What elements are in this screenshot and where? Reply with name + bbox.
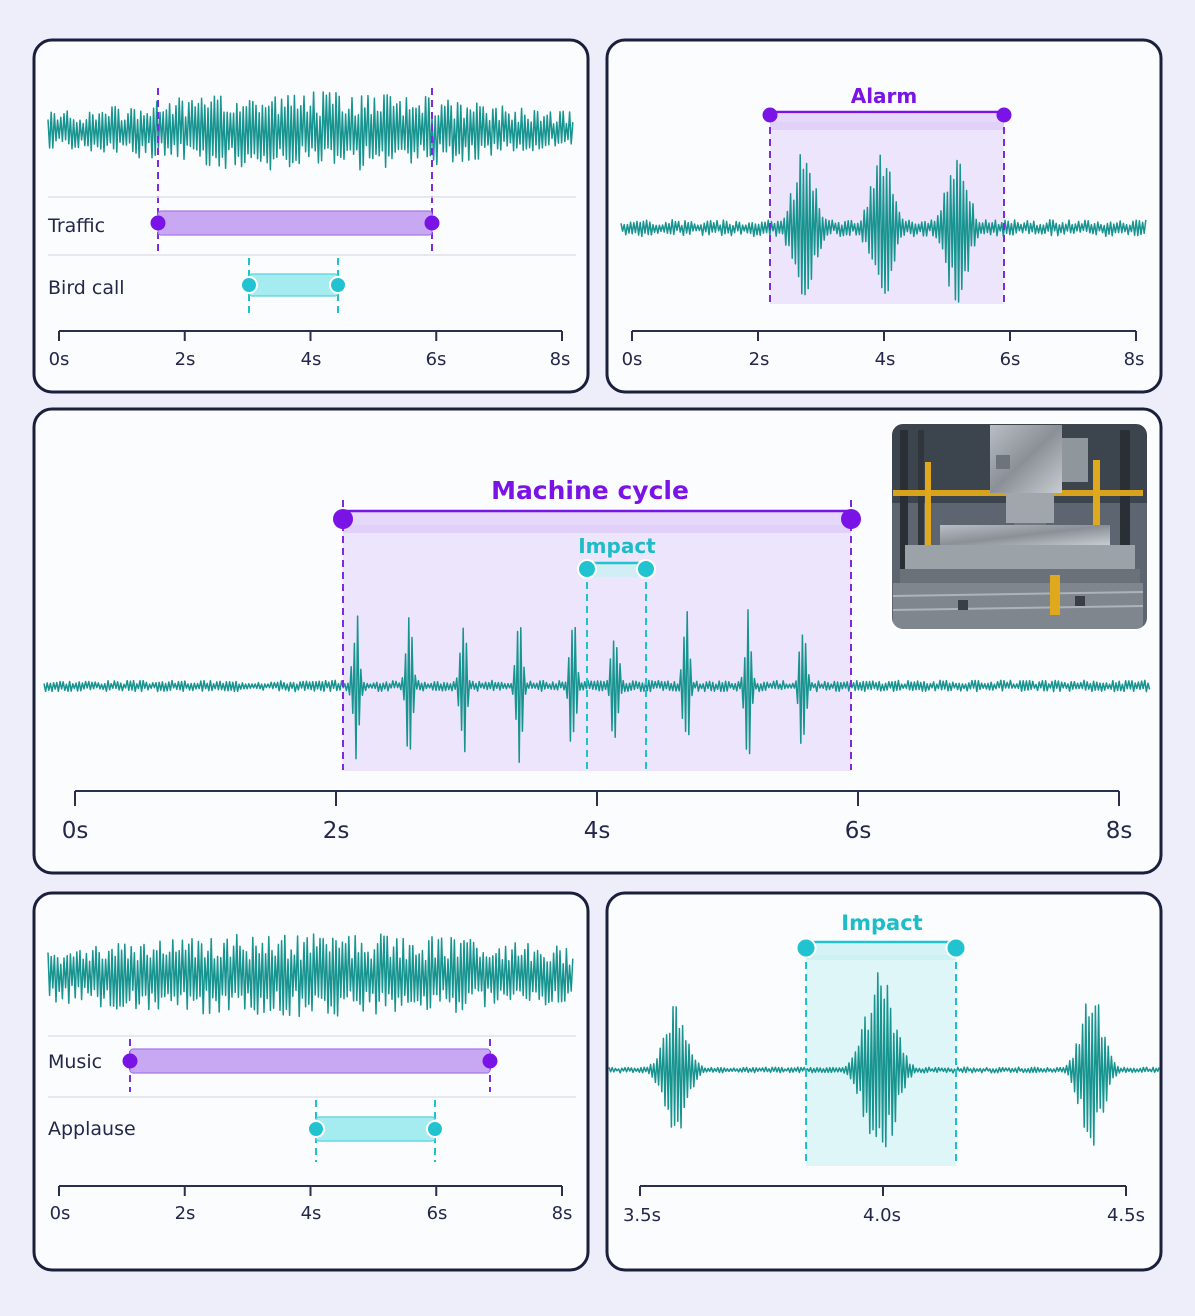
time-axis: 0s 2s 4s 6s 8s — [50, 1185, 573, 1224]
row-label-traffic: Traffic — [47, 215, 105, 237]
tick-label: 0s — [50, 1203, 71, 1224]
time-axis: 3.5s 4.0s 4.5s — [623, 1185, 1145, 1226]
applause-end-handle[interactable] — [426, 1120, 444, 1138]
panel-card — [32, 407, 1163, 875]
tick-label: 4.0s — [863, 1205, 901, 1226]
panel-alarm: Alarm 0s 2s 4s 6s 8s — [605, 38, 1163, 394]
bird-start-handle[interactable] — [240, 276, 258, 294]
impact-label: Impact — [841, 911, 922, 935]
applause-event-bar — [315, 1116, 436, 1142]
tick-label: 3.5s — [623, 1205, 661, 1226]
machine-cycle-band — [343, 511, 851, 533]
impact-band — [587, 563, 646, 577]
tick-label: 2s — [175, 349, 196, 370]
tick-label: 8s — [552, 1203, 573, 1224]
alarm-band — [770, 114, 1004, 130]
tick-label: 8s — [1106, 818, 1133, 844]
tick-label: 6s — [1000, 349, 1021, 370]
panel-traffic-bird: Traffic Bird call 0s 2s 4s 6s 8s — [32, 38, 590, 394]
impact-end-handle[interactable] — [945, 937, 967, 959]
time-axis: 0s 2s 4s 6s 8s — [49, 330, 571, 370]
tick-label: 2s — [175, 1203, 196, 1224]
impact-band — [806, 942, 956, 960]
row-label-music: Music — [48, 1051, 102, 1073]
time-axis: 0s 2s 4s 6s 8s — [622, 330, 1145, 370]
tick-label: 6s — [426, 349, 447, 370]
tick-label: 8s — [1124, 349, 1145, 370]
waveform — [620, 154, 1147, 303]
tick-label: 2s — [749, 349, 770, 370]
alarm-end-handle[interactable] — [996, 107, 1012, 123]
impact-end-handle[interactable] — [636, 559, 656, 579]
row-label-applause: Applause — [48, 1118, 136, 1140]
music-end-handle[interactable] — [482, 1053, 498, 1069]
waveform — [47, 933, 574, 1018]
panel-impact-zoom: Impact 3.5s 4.0s 4.5s — [605, 891, 1163, 1272]
panel-music-applause: Music Applause 0s 2s 4s 6s 8s — [32, 891, 590, 1272]
tick-label: 2s — [323, 818, 350, 844]
alarm-label: Alarm — [851, 84, 918, 108]
tick-label: 4s — [875, 349, 896, 370]
bird-end-handle[interactable] — [329, 276, 347, 294]
waveform — [47, 91, 574, 171]
tick-label: 0s — [622, 349, 643, 370]
impact-start-handle[interactable] — [795, 937, 817, 959]
impact-label: Impact — [578, 534, 656, 558]
music-start-handle[interactable] — [122, 1053, 138, 1069]
bird-call-event-bar — [248, 273, 339, 297]
traffic-event-bar — [157, 210, 433, 236]
tick-label: 4s — [584, 818, 611, 844]
waveform — [43, 609, 1151, 764]
tick-label: 6s — [845, 818, 872, 844]
tick-label: 8s — [550, 349, 571, 370]
tick-label: 4s — [301, 1203, 322, 1224]
impact-start-handle[interactable] — [577, 559, 597, 579]
tick-label: 4s — [301, 349, 322, 370]
waveform — [608, 972, 1161, 1148]
applause-start-handle[interactable] — [307, 1120, 325, 1138]
tick-label: 4.5s — [1107, 1205, 1145, 1226]
tick-label: 0s — [49, 349, 70, 370]
tick-label: 0s — [62, 818, 89, 844]
tick-label: 6s — [427, 1203, 448, 1224]
photo-frame — [890, 422, 1149, 631]
industrial-press-photo — [891, 423, 1148, 630]
machine-cycle-start-handle[interactable] — [333, 509, 353, 529]
traffic-start-handle[interactable] — [150, 215, 166, 231]
row-label-bird-call: Bird call — [48, 277, 125, 299]
traffic-end-handle[interactable] — [424, 215, 440, 231]
time-axis: 0s 2s 4s 6s 8s — [62, 790, 1133, 844]
machine-cycle-label: Machine cycle — [491, 476, 689, 505]
machine-cycle-end-handle[interactable] — [841, 509, 861, 529]
music-event-bar — [129, 1048, 491, 1074]
panel-machine-cycle: Machine cycle Impact — [32, 407, 1163, 875]
alarm-start-handle[interactable] — [762, 107, 778, 123]
